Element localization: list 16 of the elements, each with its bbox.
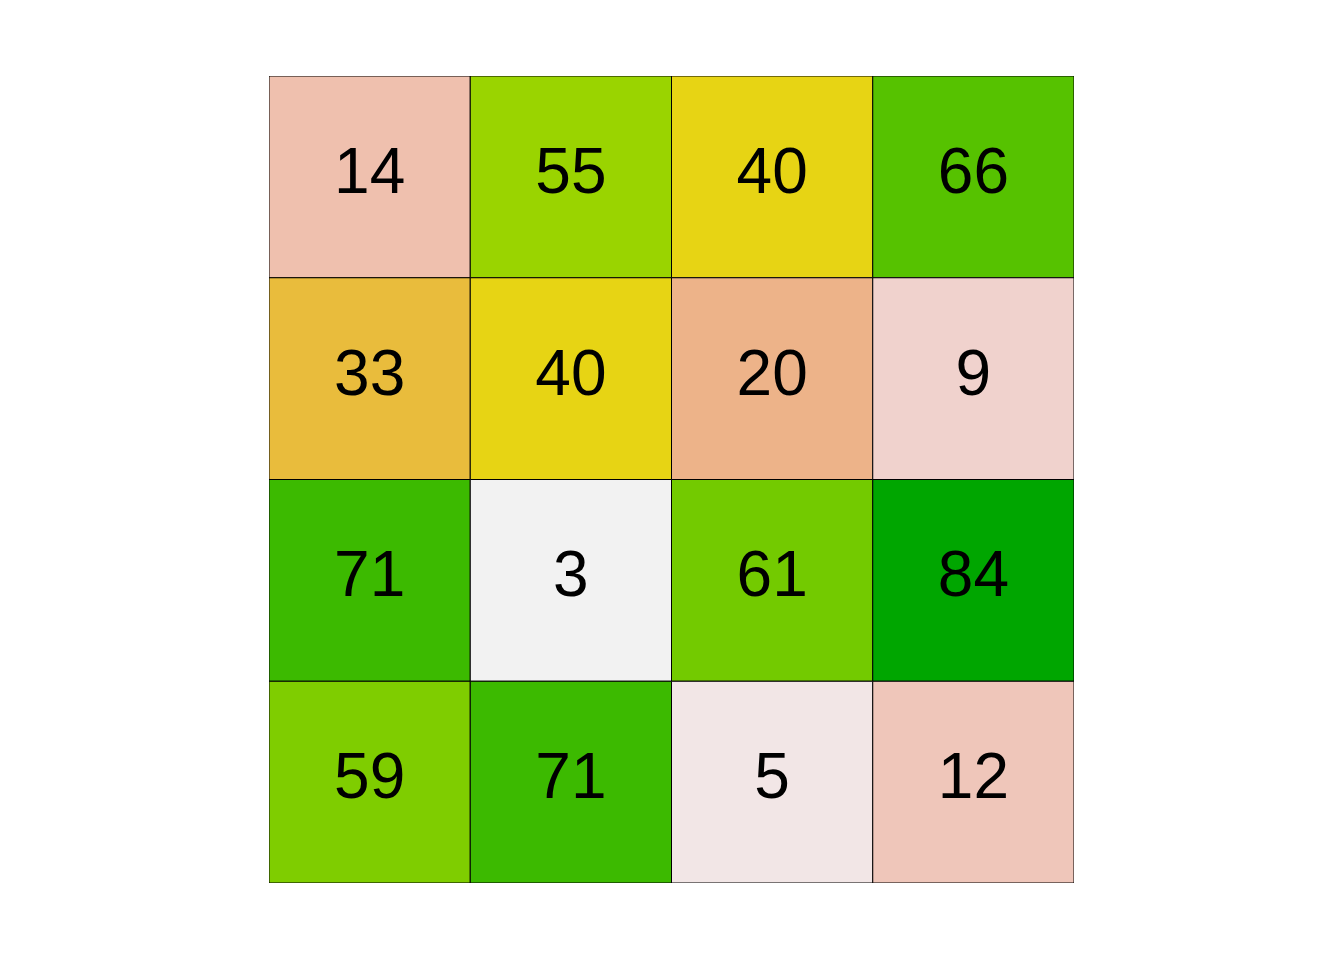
data-label: 5 [754, 740, 790, 813]
data-label: 33 [334, 336, 406, 409]
data-label: 3 [553, 538, 589, 611]
data-label: 71 [334, 538, 406, 611]
data-label: 14 [334, 134, 406, 207]
data-label: 71 [535, 740, 607, 813]
data-label: 40 [736, 134, 808, 207]
data-label: 20 [736, 336, 808, 409]
data-label: 59 [334, 740, 406, 813]
data-label: 61 [736, 538, 808, 611]
data-label: 66 [937, 134, 1009, 207]
data-label: 84 [937, 538, 1009, 611]
data-label: 55 [535, 134, 607, 207]
data-label: 40 [535, 336, 607, 409]
data-label: 12 [937, 740, 1009, 813]
data-label: 9 [955, 336, 992, 409]
